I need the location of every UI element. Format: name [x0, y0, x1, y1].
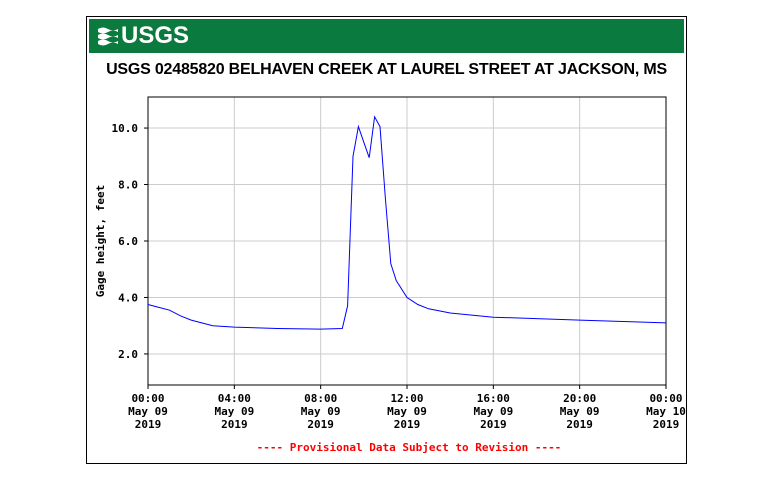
- x-tick-label-date: May 10: [646, 405, 686, 418]
- x-tick-label-time: 08:00: [304, 392, 337, 405]
- x-tick-label-time: 00:00: [649, 392, 682, 405]
- x-tick-label-date: May 09: [473, 405, 513, 418]
- x-tick-label-date: May 09: [128, 405, 168, 418]
- x-tick-label-year: 2019: [135, 418, 162, 431]
- x-tick-label-date: May 09: [560, 405, 600, 418]
- x-tick-label-year: 2019: [307, 418, 334, 431]
- x-tick-label-time: 16:00: [477, 392, 510, 405]
- provisional-note: ---- Provisional Data Subject to Revisio…: [257, 441, 562, 454]
- x-tick-label-year: 2019: [480, 418, 507, 431]
- y-tick-label: 10.0: [112, 122, 139, 135]
- usgs-banner: USGS: [89, 19, 684, 53]
- x-tick-label-date: May 09: [387, 405, 427, 418]
- x-tick-label-date: May 09: [301, 405, 341, 418]
- x-tick-label-year: 2019: [394, 418, 421, 431]
- x-tick-label-year: 2019: [566, 418, 593, 431]
- y-tick-label: 6.0: [118, 235, 138, 248]
- y-tick-label: 2.0: [118, 348, 138, 361]
- usgs-wave-logo-icon: [98, 27, 118, 46]
- x-tick-label-time: 12:00: [390, 392, 423, 405]
- y-axis-label: Gage height, feet: [94, 185, 107, 298]
- x-tick-label-year: 2019: [221, 418, 248, 431]
- x-tick-label-time: 04:00: [218, 392, 251, 405]
- x-tick-label-time: 20:00: [563, 392, 596, 405]
- series-line: [147, 115, 667, 330]
- x-tick-label-year: 2019: [653, 418, 680, 431]
- y-tick-label: 8.0: [118, 179, 138, 192]
- x-tick-label-date: May 09: [214, 405, 254, 418]
- y-tick-label: 4.0: [118, 291, 138, 304]
- chart-title: USGS 02485820 BELHAVEN CREEK AT LAUREL S…: [106, 61, 667, 78]
- usgs-logo-text: USGS: [121, 22, 190, 49]
- x-tick-label-time: 00:00: [131, 392, 164, 405]
